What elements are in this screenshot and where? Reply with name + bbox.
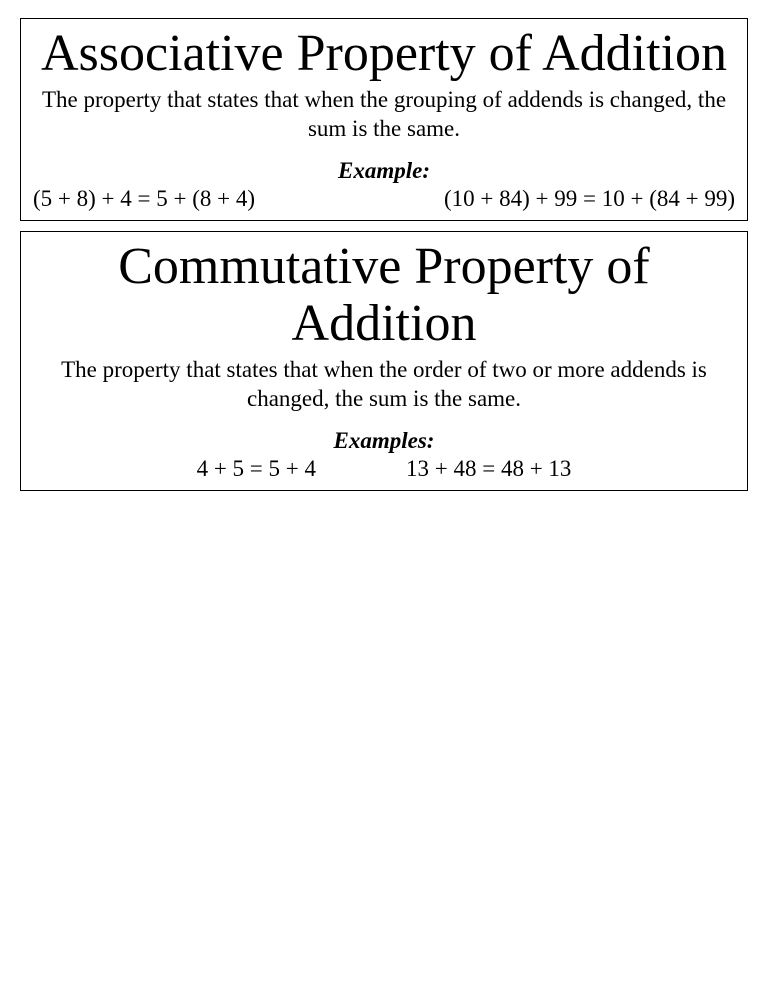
examples-row: 4 + 5 = 5 + 4 13 + 48 = 48 + 13 — [31, 456, 737, 484]
property-card-associative: Associative Property of Addition The pro… — [20, 18, 748, 221]
card-title: Associative Property of Addition — [31, 25, 737, 82]
example-label: Example: — [31, 158, 737, 184]
page: Associative Property of Addition The pro… — [0, 0, 768, 519]
example-right: 13 + 48 = 48 + 13 — [406, 456, 571, 482]
card-description: The property that states that when the o… — [31, 356, 737, 414]
card-description: The property that states that when the g… — [31, 86, 737, 144]
example-right: (10 + 84) + 99 = 10 + (84 + 99) — [444, 186, 735, 212]
example-left: 4 + 5 = 5 + 4 — [197, 456, 316, 482]
card-title: Commutative Property of Addition — [31, 238, 737, 352]
examples-row: (5 + 8) + 4 = 5 + (8 + 4) (10 + 84) + 99… — [31, 186, 737, 214]
example-label: Examples: — [31, 428, 737, 454]
property-card-commutative: Commutative Property of Addition The pro… — [20, 231, 748, 491]
example-left: (5 + 8) + 4 = 5 + (8 + 4) — [33, 186, 255, 212]
